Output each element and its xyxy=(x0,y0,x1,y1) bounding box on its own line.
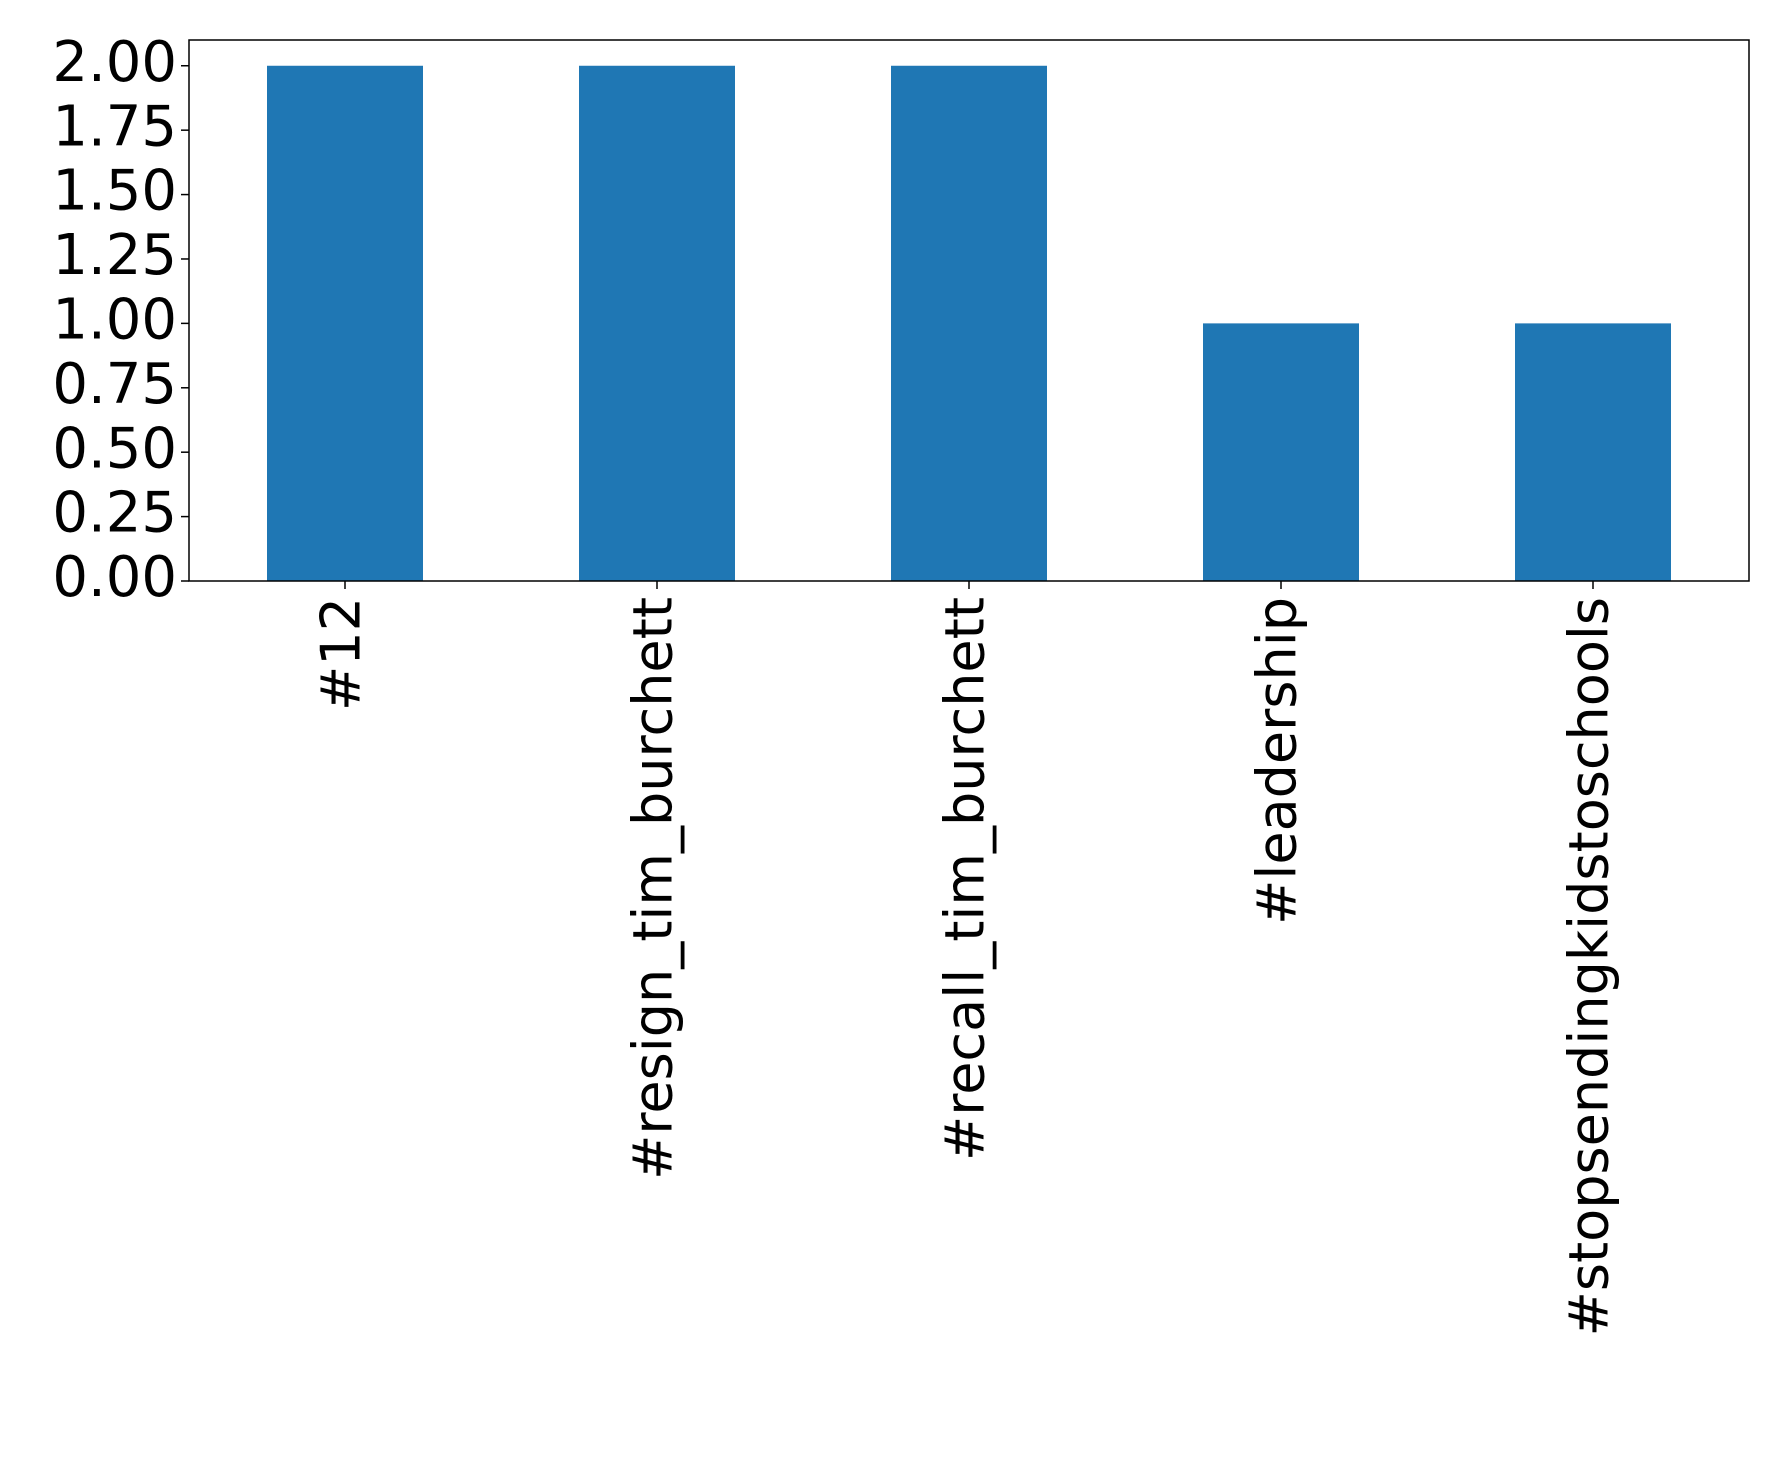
plot-frame xyxy=(188,39,1750,582)
y-tick-label: 1.25 xyxy=(52,223,177,288)
y-tick-label: 0.75 xyxy=(52,352,177,417)
x-tick-label: #stopsendingkidstoschools xyxy=(1558,597,1621,1336)
bar xyxy=(1203,323,1359,581)
bar xyxy=(267,65,423,581)
y-tick-label: 1.00 xyxy=(52,288,177,353)
x-tick-label: #leadership xyxy=(1246,597,1309,925)
y-tick-label: 0.00 xyxy=(52,545,177,610)
x-tick-label: #12 xyxy=(310,597,373,711)
y-tick-label: 0.25 xyxy=(52,481,177,546)
y-tick-label: 2.00 xyxy=(52,30,177,95)
bar xyxy=(1515,323,1671,581)
bar xyxy=(891,65,1047,581)
bar xyxy=(579,65,735,581)
x-tick-label: #resign_tim_burchett xyxy=(622,597,685,1180)
y-tick-label: 0.50 xyxy=(52,416,177,481)
y-tick-label: 1.50 xyxy=(52,159,177,224)
x-tick-label: #recall_tim_burchett xyxy=(934,597,997,1161)
y-tick-label: 1.75 xyxy=(52,94,177,159)
